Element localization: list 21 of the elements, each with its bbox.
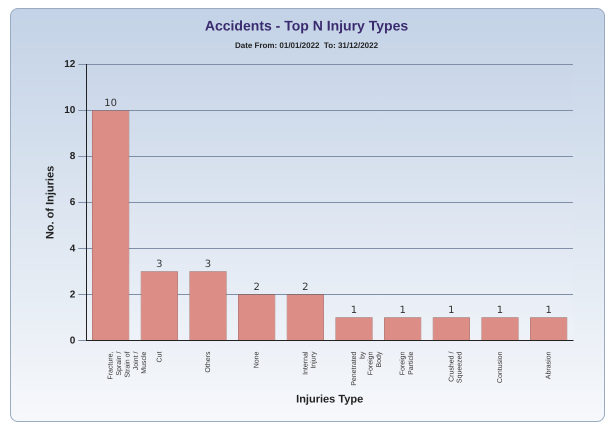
data-label: 1 xyxy=(399,305,406,316)
y-tick-label: 6 xyxy=(70,197,76,208)
chart-title: Accidents - Top N Injury Types xyxy=(204,17,408,34)
data-label: 3 xyxy=(156,259,163,270)
data-label: 1 xyxy=(350,305,358,316)
y-tick-label: 2 xyxy=(70,289,76,300)
chart-subtitle: Date From: 01/01/2022 To: 31/12/2022 xyxy=(234,40,379,50)
data-label: 2 xyxy=(302,282,309,294)
data-label: 3 xyxy=(204,259,212,270)
data-label: 10 xyxy=(104,98,118,110)
y-tick-label: 0 xyxy=(70,335,76,346)
data-label: 2 xyxy=(253,282,260,294)
y-tick-label: 10 xyxy=(64,105,76,116)
y-axis-title: No. of Injuries xyxy=(44,166,57,240)
y-tick-label: 12 xyxy=(64,59,76,70)
y-tick-label: 8 xyxy=(70,151,76,162)
data-label: 1 xyxy=(496,305,504,316)
data-label: 1 xyxy=(545,305,552,316)
data-label: 1 xyxy=(448,305,455,316)
y-tick-label: 4 xyxy=(70,243,76,254)
x-axis-title: Injuries Type xyxy=(296,393,364,406)
